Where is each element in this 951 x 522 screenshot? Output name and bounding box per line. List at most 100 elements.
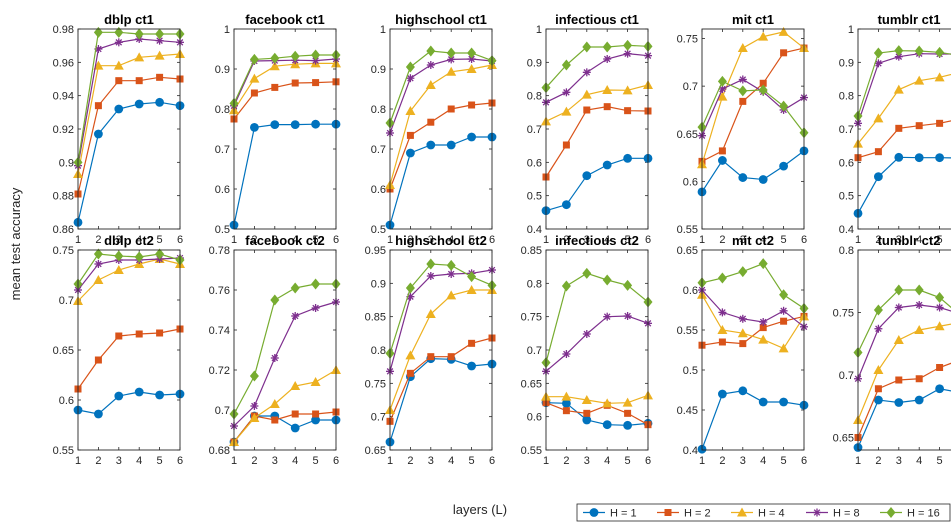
legend-entry: H = 4 (731, 507, 785, 520)
series-line (77, 53, 181, 175)
data-point (624, 409, 632, 417)
data-point (155, 28, 165, 40)
y-tick-label: 0.8 (527, 91, 542, 103)
data-point (446, 290, 457, 300)
data-point (115, 332, 123, 340)
series-line (701, 78, 805, 136)
data-point (426, 140, 436, 150)
data-point (562, 141, 570, 149)
data-point (780, 317, 788, 325)
x-tick-label: 5 (313, 455, 319, 467)
y-tick-label: 0.6 (371, 184, 386, 196)
panel-title: dblp ct1 (104, 12, 154, 27)
axes-box (389, 28, 493, 230)
y-tick-label: 0.7 (215, 405, 230, 417)
data-point (467, 361, 476, 371)
data-point (114, 38, 123, 47)
data-point (427, 353, 435, 361)
data-point (271, 416, 279, 424)
y-tick-label: 0.92 (53, 124, 74, 136)
data-point (466, 285, 477, 294)
data-point (914, 45, 924, 57)
data-point (446, 259, 456, 271)
data-point (780, 49, 788, 57)
data-point (581, 89, 592, 99)
data-point (468, 101, 476, 109)
x-tick-label: 1 (543, 234, 549, 246)
data-point (739, 97, 747, 105)
x-tick-label: 5 (937, 234, 943, 246)
axes-box (389, 249, 493, 451)
data-point (468, 339, 476, 347)
y-tick-label: 0.9 (215, 64, 230, 76)
data-point (623, 279, 633, 291)
data-point (135, 330, 143, 338)
legend-marker (813, 508, 821, 517)
data-point (271, 83, 279, 91)
x-tick-label: 5 (313, 234, 319, 246)
x-tick-label: 1 (75, 234, 81, 246)
x-tick-label: 2 (719, 234, 725, 246)
data-point (249, 73, 260, 83)
data-point (623, 153, 632, 163)
data-point (269, 61, 280, 71)
axes-box (857, 249, 951, 451)
panel-title: infectious ct2 (555, 233, 639, 248)
x-tick-label: 4 (916, 234, 922, 246)
x-tick-label: 6 (333, 234, 339, 246)
data-point (738, 314, 747, 323)
data-point (113, 265, 124, 274)
data-point (623, 420, 632, 430)
data-point (561, 391, 572, 401)
data-point (623, 49, 632, 58)
y-tick-label: 0.55 (521, 445, 542, 457)
x-tick-label: 2 (563, 455, 569, 467)
y-tick-label: 0.9 (371, 64, 386, 76)
data-point (406, 74, 415, 83)
x-tick-label: 5 (625, 455, 631, 467)
x-tick-label: 3 (428, 455, 434, 467)
y-tick-label: 0.6 (59, 395, 74, 407)
data-point (717, 75, 727, 87)
series-line (857, 323, 951, 421)
data-point (894, 303, 903, 312)
data-point (93, 60, 104, 70)
data-point (914, 153, 924, 163)
data-point (250, 89, 258, 97)
y-tick-label: 0.6 (215, 184, 230, 196)
x-tick-label: 3 (116, 234, 122, 246)
data-point (914, 395, 924, 405)
y-tick-label: 0.65 (677, 129, 698, 141)
x-tick-label: 1 (75, 455, 81, 467)
data-point (737, 328, 748, 338)
data-point (934, 321, 945, 331)
data-point (270, 294, 280, 306)
series-line (545, 315, 649, 372)
data-point (406, 148, 415, 158)
x-tick-label: 3 (740, 234, 746, 246)
data-point (447, 353, 455, 361)
data-point (873, 113, 884, 123)
panel-4: infectious ct1 0.4 0.5 0.6 0.7 0.8 0.9 1 1 2 3 4 5 6 (527, 12, 653, 246)
x-tick-label: 5 (625, 234, 631, 246)
data-point (914, 284, 924, 296)
series-line (857, 73, 951, 145)
y-tick-label: 0.94 (53, 91, 74, 103)
data-point (874, 324, 883, 333)
data-point (290, 50, 300, 62)
y-tick-label: 0.7 (839, 370, 854, 382)
data-point (583, 409, 591, 417)
y-tick-label: 0.6 (683, 285, 698, 297)
y-tick-label: 0.5 (215, 224, 230, 236)
data-point (623, 312, 632, 320)
legend-marker (589, 508, 599, 517)
x-tick-label: 2 (875, 234, 881, 246)
y-tick-label: 0.7 (371, 412, 386, 424)
data-point (779, 306, 788, 315)
x-tick-label: 6 (177, 455, 183, 467)
data-point (874, 385, 882, 393)
y-tick-label: 0.9 (527, 57, 542, 69)
x-tick-label: 5 (157, 234, 163, 246)
